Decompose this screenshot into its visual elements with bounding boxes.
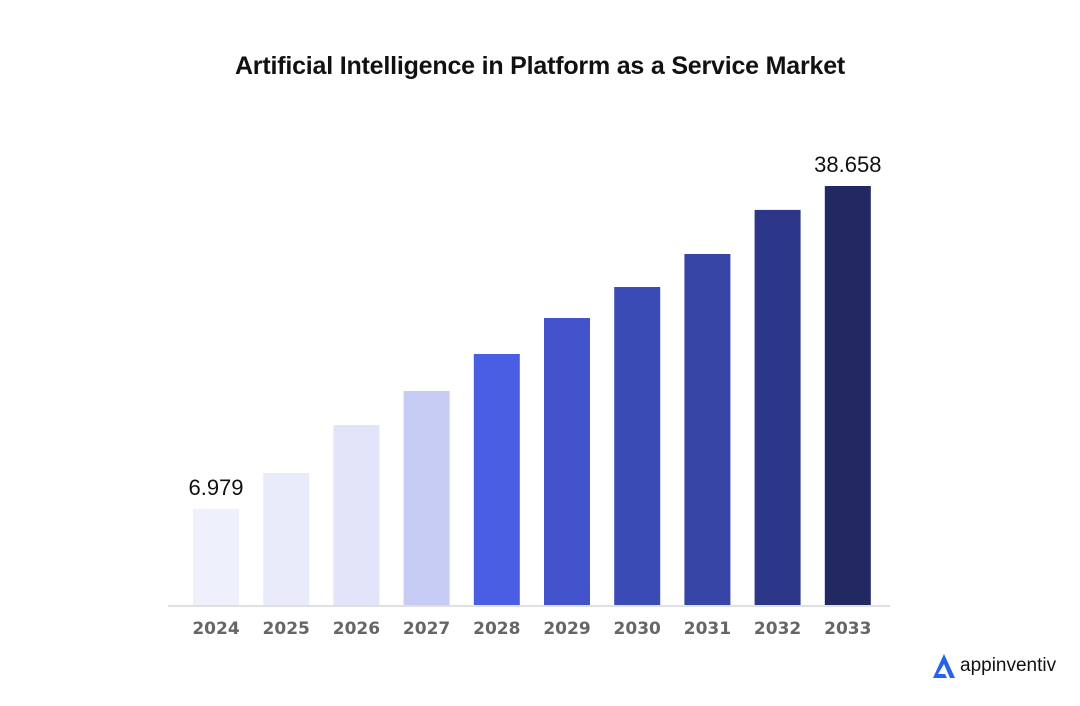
data-label-2033: 38.658 [814,152,881,177]
bar-2030 [614,287,661,606]
x-tick-label: 2025 [263,619,310,639]
bar-2032 [754,209,801,606]
x-tick-label: 2029 [543,619,590,639]
bar-2024 [193,509,239,606]
bar-2031 [684,254,731,606]
x-tick-label: 2030 [614,619,661,639]
x-tick-label: 2031 [684,619,731,639]
bar-2029 [544,318,590,606]
bar-2026 [333,425,380,606]
x-tick-label: 2032 [754,619,801,639]
bar-2033 [824,186,871,606]
x-tick-label: 2024 [192,619,239,639]
brand-logo: appinventiv [931,652,1056,680]
appinventiv-logo-icon [933,654,955,678]
bar-2027 [403,391,450,606]
x-tick-label: 2033 [824,619,871,639]
x-tick-label: 2027 [403,619,450,639]
bar-2025 [263,473,310,606]
bar-2028 [473,354,520,606]
x-tick-label: 2026 [333,619,380,639]
brand-name: appinventiv [960,655,1057,676]
chart-title: Artificial Intelligence in Platform as a… [234,52,846,80]
x-tick-label: 2028 [473,619,520,639]
data-label-2024: 6.979 [188,475,243,500]
